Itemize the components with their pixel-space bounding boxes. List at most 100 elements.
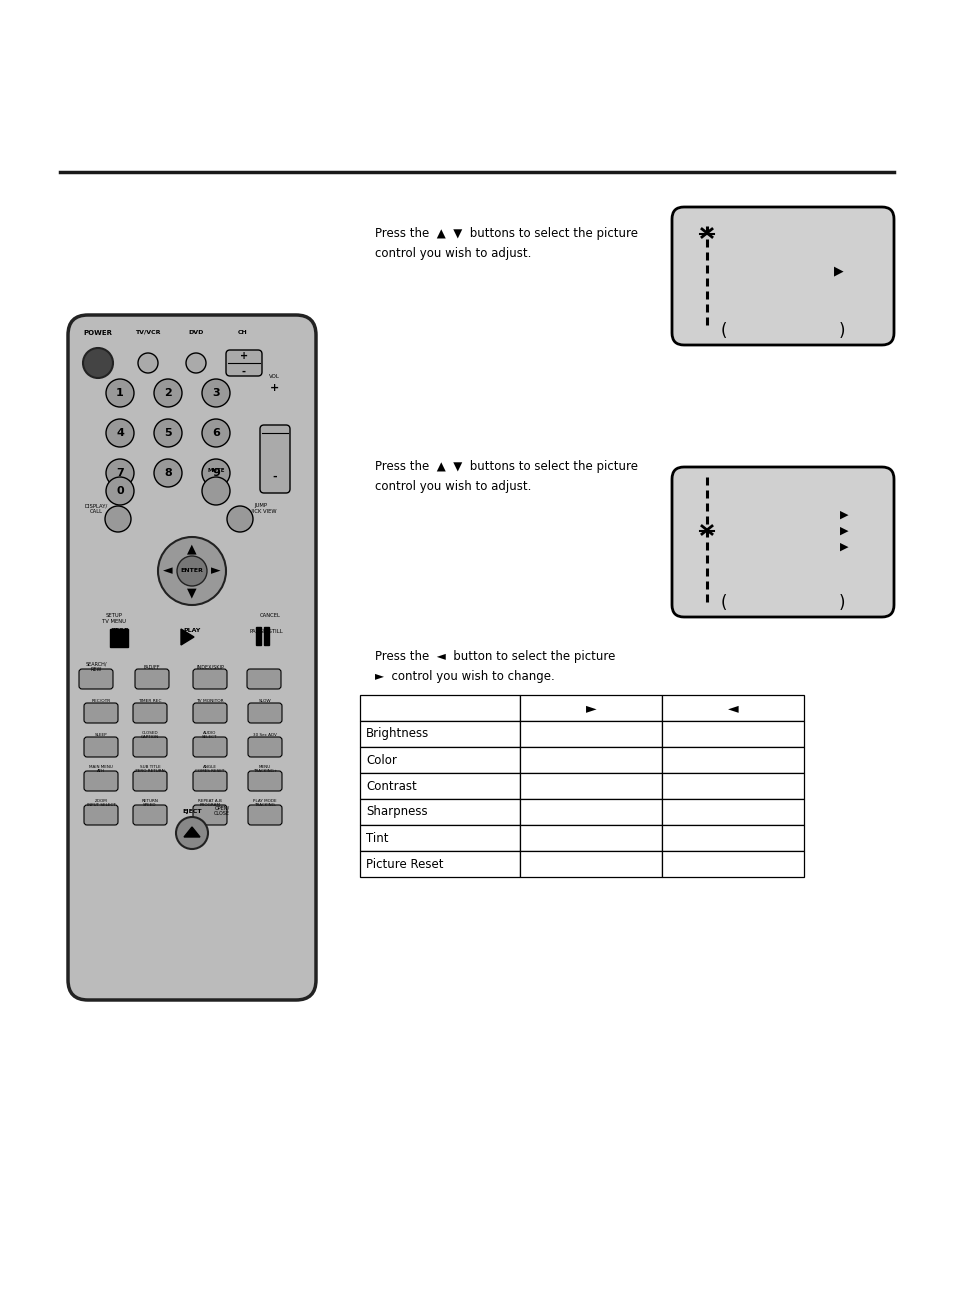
FancyBboxPatch shape [132,737,167,757]
Text: -: - [273,472,277,482]
Text: OPEN/
CLOSE: OPEN/ CLOSE [213,805,230,817]
FancyBboxPatch shape [671,467,893,617]
Text: SLEEP: SLEEP [94,733,107,737]
Bar [519,773,661,799]
Circle shape [106,459,133,487]
Text: ENTER: ENTER [180,569,203,573]
Text: TV MONITOR: TV MONITOR [196,699,224,703]
Text: 30 Sec ADV: 30 Sec ADV [253,733,276,737]
Bar [264,626,269,645]
FancyBboxPatch shape [84,703,118,723]
Text: MAIN MENU
ATH: MAIN MENU ATH [89,765,112,774]
FancyBboxPatch shape [226,350,262,376]
FancyBboxPatch shape [84,771,118,791]
Text: SETUP
TV MENU: SETUP TV MENU [102,613,126,624]
Text: INDEX/SKIP: INDEX/SKIP [196,664,224,669]
Polygon shape [181,629,193,645]
Bar [661,696,803,720]
Bar [359,851,519,877]
Text: ◄: ◄ [163,565,172,578]
Text: control you wish to adjust.: control you wish to adjust. [375,247,531,260]
Text: SUB TITLE
ZERO RETURN: SUB TITLE ZERO RETURN [135,765,165,774]
Text: Color: Color [366,753,396,766]
Text: CH: CH [238,330,248,335]
Circle shape [227,506,253,532]
FancyBboxPatch shape [260,425,290,493]
Text: 5: 5 [164,428,172,438]
FancyBboxPatch shape [193,737,227,757]
Text: PLAY: PLAY [183,629,200,633]
Text: SEARCH/
REW: SEARCH/ REW [85,662,107,672]
Bar [110,629,128,647]
Text: STOP: STOP [111,629,130,633]
Circle shape [153,378,182,407]
Text: TV/VCR: TV/VCR [135,330,161,335]
FancyBboxPatch shape [193,703,227,723]
Circle shape [153,459,182,487]
Text: 2: 2 [164,388,172,398]
Text: (: ( [720,322,726,341]
Text: MENU
TRACKING+: MENU TRACKING+ [253,765,277,774]
Text: EJECT: EJECT [182,809,201,813]
Circle shape [158,536,226,606]
Text: Press the  ▲  ▼  buttons to select the picture: Press the ▲ ▼ buttons to select the pict… [375,227,638,240]
Circle shape [202,378,230,407]
Text: ▲: ▲ [187,543,196,556]
Text: 0: 0 [116,485,124,496]
Text: (: ( [720,594,726,612]
FancyBboxPatch shape [79,669,112,689]
FancyBboxPatch shape [135,669,169,689]
Text: REPEAT A-B
PROGRAM: REPEAT A-B PROGRAM [198,799,222,808]
Circle shape [202,459,230,487]
Text: 1: 1 [116,388,124,398]
Text: POWER: POWER [84,330,112,335]
Bar [661,799,803,825]
Text: ): ) [838,322,844,341]
Bar [519,825,661,851]
Text: DVD: DVD [188,330,204,335]
Text: CANCEL: CANCEL [259,613,280,619]
Text: Press the  ▲  ▼  buttons to select the picture: Press the ▲ ▼ buttons to select the pict… [375,459,638,472]
Text: Contrast: Contrast [366,779,416,792]
Text: ▶: ▶ [839,526,847,536]
FancyBboxPatch shape [248,771,282,791]
Text: -: - [242,367,246,377]
Text: FAD/FF: FAD/FF [144,664,160,669]
FancyBboxPatch shape [193,669,227,689]
Text: +: + [270,382,279,393]
Text: 3: 3 [212,388,219,398]
FancyBboxPatch shape [84,805,118,825]
Text: 9: 9 [212,468,220,478]
Text: 7: 7 [116,468,124,478]
FancyBboxPatch shape [132,805,167,825]
FancyBboxPatch shape [671,207,893,345]
Text: CLOSED
CAPTION: CLOSED CAPTION [141,731,159,740]
Text: Press the  ◄  button to select the picture: Press the ◄ button to select the picture [375,650,615,663]
Bar [519,799,661,825]
Text: 8: 8 [164,468,172,478]
Bar [359,746,519,773]
Bar [661,851,803,877]
Text: PAUSE/STILL: PAUSE/STILL [249,629,283,633]
FancyBboxPatch shape [193,771,227,791]
Text: 6: 6 [212,428,220,438]
Text: SLOW: SLOW [258,699,271,703]
Circle shape [177,556,207,586]
Circle shape [106,478,133,505]
Circle shape [202,478,230,505]
Text: ANGLE
COMES RESET: ANGLE COMES RESET [195,765,225,774]
Text: ▶: ▶ [839,510,847,519]
Circle shape [105,506,131,532]
Bar [359,799,519,825]
Text: Tint: Tint [366,831,388,844]
Text: DISPLAY/
CALL: DISPLAY/ CALL [84,502,108,514]
FancyBboxPatch shape [68,315,315,1000]
Text: Sharpness: Sharpness [366,805,427,818]
FancyBboxPatch shape [132,771,167,791]
Text: ►: ► [211,565,220,578]
Text: ►  control you wish to change.: ► control you wish to change. [375,669,554,683]
FancyBboxPatch shape [84,737,118,757]
Text: ): ) [838,594,844,612]
FancyBboxPatch shape [248,805,282,825]
Bar [661,773,803,799]
